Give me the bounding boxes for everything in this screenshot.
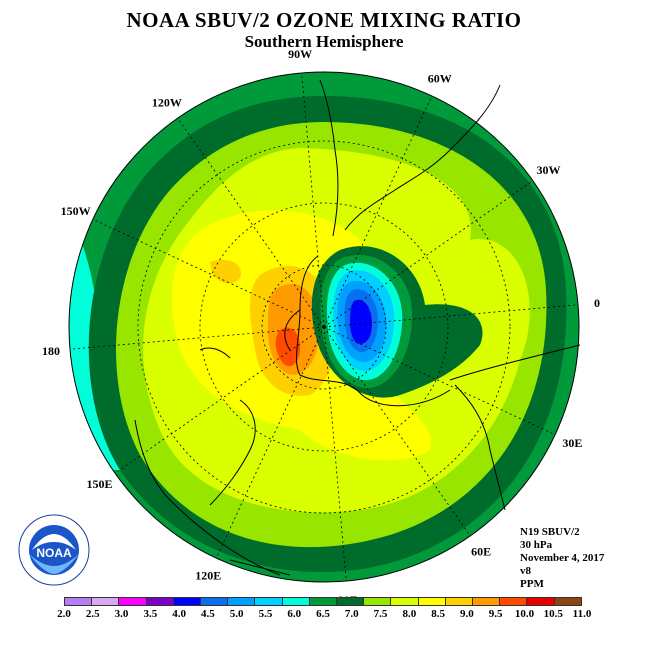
colorbar-label: 5.5 xyxy=(258,608,273,620)
longitude-label: 60E xyxy=(471,544,491,558)
colorbar-label: 4.5 xyxy=(201,608,215,620)
colorbar-label: 10.0 xyxy=(514,608,535,620)
noaa-logo-text: NOAA xyxy=(36,546,72,560)
colorbar-cell xyxy=(418,598,446,605)
colorbar-label: 7.5 xyxy=(373,608,388,620)
colorbar-label: 3.0 xyxy=(114,608,129,620)
noaa-logo: NOAA xyxy=(18,514,90,586)
coastlines xyxy=(134,79,581,576)
colorbar-label: 11.0 xyxy=(572,608,592,620)
map-title: NOAA SBUV/2 OZONE MIXING RATIO xyxy=(126,8,522,32)
longitude-label: 150E xyxy=(87,477,113,491)
info-panel: N19 SBUV/2 30 hPa November 4, 2017 v8 PP… xyxy=(520,526,604,591)
colorbar-label: 2.5 xyxy=(85,608,100,620)
colorbar-label: 10.5 xyxy=(543,608,563,620)
units-label: PPM xyxy=(520,578,544,590)
colorbar-cell xyxy=(146,598,174,605)
colorbar-label: 8.5 xyxy=(431,608,445,620)
colorbar-cell xyxy=(92,598,120,605)
colorbar-label: 9.0 xyxy=(460,608,474,620)
latitude-grid xyxy=(137,140,511,514)
colorbar-cell xyxy=(445,598,474,605)
colorbar-labels: 2.0 2.5 3.0 3.5 4.0 4.5 5.0 5.5 6.0 6.5 7.0 7.5 8.0 8… xyxy=(57,608,591,622)
colorbar-cell xyxy=(554,598,581,605)
colorbar-cell xyxy=(391,598,419,605)
date-label: November 4, 2017 xyxy=(520,552,605,564)
colorbar-label: 9.5 xyxy=(488,608,503,620)
longitude-label: 180 xyxy=(42,344,60,358)
longitude-label: 0 xyxy=(594,296,600,310)
colorbar-cell xyxy=(364,598,392,605)
satellite-label: N19 SBUV/2 xyxy=(520,526,580,538)
longitude-label: 30E xyxy=(562,436,582,450)
longitude-label: 30W xyxy=(536,163,560,177)
colorbar-cell xyxy=(500,598,528,605)
colorbar xyxy=(64,597,582,606)
colorbar-label: 2.0 xyxy=(57,608,71,620)
longitude-label: 60W xyxy=(428,72,452,86)
colorbar-cell xyxy=(65,598,93,605)
colorbar-cell xyxy=(337,598,365,605)
colorbar-cell xyxy=(173,598,202,605)
colorbar-label: 6.5 xyxy=(316,608,330,620)
map-subtitle: Southern Hemisphere xyxy=(244,32,404,51)
colorbar-cell xyxy=(228,598,256,605)
colorbar-cell xyxy=(282,598,310,605)
colorbar-cell xyxy=(309,598,338,605)
colorbar-label: 6.0 xyxy=(287,608,302,620)
level-label: 30 hPa xyxy=(520,539,553,551)
colorbar-cell xyxy=(255,598,283,605)
longitude-label: 120W xyxy=(152,96,182,110)
longitude-label: 120E xyxy=(195,568,221,582)
colorbar-label: 5.0 xyxy=(229,608,244,620)
colorbar-label: 8.0 xyxy=(402,608,417,620)
colorbar-cell xyxy=(473,598,501,605)
longitude-label: 150W xyxy=(61,204,91,218)
colorbar-label: 4.0 xyxy=(172,608,186,620)
colorbar-cell xyxy=(527,598,555,605)
longitude-label: 90W xyxy=(288,47,312,61)
longitude-labels: 030E60E90E120E150E180150W120W90W60W30W xyxy=(42,47,600,607)
colorbar-cell xyxy=(201,598,229,605)
ozone-field xyxy=(69,72,579,582)
colorbar-label: 7.0 xyxy=(344,608,359,620)
version-label: v8 xyxy=(520,565,531,577)
colorbar-cell xyxy=(119,598,147,605)
colorbar-label: 3.5 xyxy=(143,608,158,620)
